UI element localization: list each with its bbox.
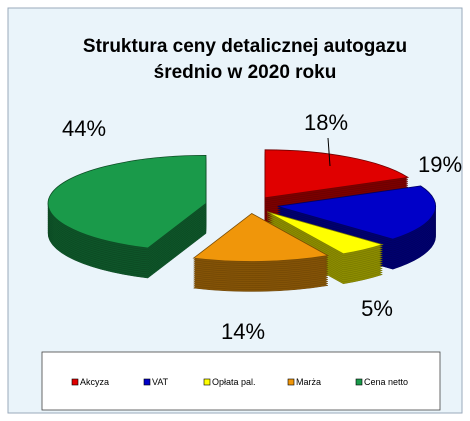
leader-line bbox=[327, 137, 331, 167]
legend-label: Marża bbox=[296, 377, 321, 387]
data-label: 19% bbox=[418, 152, 462, 177]
legend-swatch bbox=[143, 378, 151, 386]
slice bbox=[47, 155, 207, 249]
legend-swatch bbox=[203, 378, 211, 386]
data-label: 44% bbox=[62, 116, 106, 141]
legend-swatch bbox=[355, 378, 363, 386]
chart-title: Struktura ceny detalicznej autogazu śred… bbox=[82, 36, 408, 83]
slice bbox=[192, 213, 330, 262]
data-label: 14% bbox=[221, 319, 265, 344]
legend-box bbox=[41, 351, 441, 411]
slice bbox=[266, 211, 384, 255]
legend-swatch bbox=[71, 378, 79, 386]
legend-swatch bbox=[287, 378, 295, 386]
data-label: 18% bbox=[304, 110, 348, 135]
slice bbox=[264, 149, 410, 199]
legend-label: VAT bbox=[152, 377, 169, 387]
slice bbox=[277, 185, 437, 240]
legend-label: Akcyza bbox=[80, 377, 109, 387]
legend-label: Cena netto bbox=[364, 377, 408, 387]
data-label: 5% bbox=[361, 296, 393, 321]
legend-label: Opłata pal. bbox=[212, 377, 256, 387]
